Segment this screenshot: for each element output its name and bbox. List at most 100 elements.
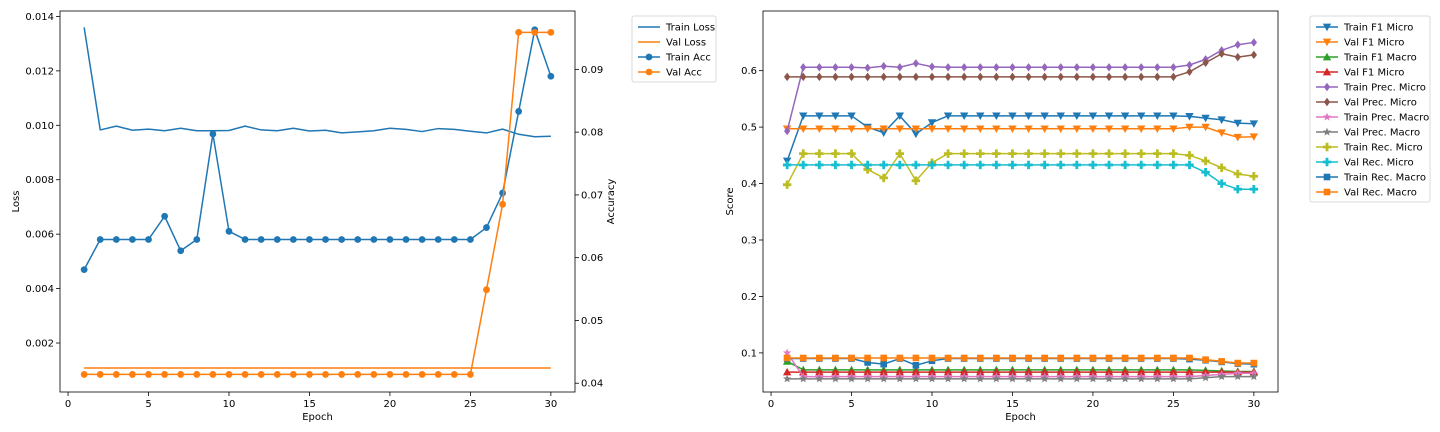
series-val-f1-micro [782,367,1259,376]
data-point-val-f1-micro [1024,367,1033,376]
data-point-train-f1-micro [976,112,985,121]
data-point-train-acc [354,236,362,243]
data-point-val-rec-micro [1104,160,1114,170]
data-point-train-acc [499,189,506,197]
y-tick-label: 0.012 [25,66,54,77]
series-line-train-rec-macro [787,357,1254,367]
data-point-val-rec-macro [1009,354,1016,362]
data-point-val-rec-macro [783,354,791,362]
legend-label-train-rec-macro: Train Rec. Macro [1343,173,1426,184]
data-point-val-rec-macro [848,354,855,362]
data-point-train-prec-micro [944,63,952,72]
data-point-val-prec-micro [993,72,1000,82]
data-point-val-prec-micro [944,72,952,82]
data-point-val-acc [354,371,362,378]
data-point-val-f1-micro [847,125,856,133]
data-point-train-acc [466,236,474,243]
data-point-val-rec-micro [1056,160,1065,170]
data-point-val-prec-micro [848,72,855,82]
data-point-val-prec-micro [1057,72,1064,82]
data-point-val-rec-macro [799,354,807,362]
data-point-val-prec-micro [1202,58,1209,67]
data-point-val-f1-micro [799,125,808,133]
data-point-val-f1-micro [831,367,840,376]
data-point-train-rec-macro [912,362,920,369]
data-point-val-prec-macro [911,374,921,383]
data-point-val-rec-macro [928,354,936,362]
data-point-train-rec-micro [911,176,921,185]
legend-item-train-rec-macro: Train Rec. Macro [1316,173,1426,184]
data-point-val-acc [450,371,458,378]
legend-label-val-acc: Val Acc [666,68,702,79]
legend-item-train-acc: Train Acc [638,53,711,64]
legend-label-train-prec-micro: Train Prec. Micro [1343,83,1426,94]
y-right-axis-label: Accuracy [606,179,617,225]
score-chart: 0 5 10 15 20 25 30 0.1 0.2 0.3 0.4 0.5 0.6 Epoch Score… [725,10,1431,423]
legend-label-train-f1-macro: Train F1 Macro [1343,53,1417,64]
data-point-train-f1-micro [879,129,888,137]
data-point-val-rec-macro [896,354,904,362]
data-point-train-f1-micro [1153,112,1162,121]
x-tick-label: 20 [384,399,397,410]
data-point-val-rec-macro [1218,358,1225,365]
legend-frame [631,15,717,83]
data-point-train-prec-micro [1041,63,1048,72]
legend-marker-train-prec-macro [1322,112,1332,121]
data-point-val-acc [193,371,201,378]
legend-marker-val-rec-macro [1323,188,1331,196]
legend-marker-train-f1-macro [1322,52,1332,61]
x-tick-label: 15 [303,399,316,410]
data-point-val-rec-micro [1233,184,1242,194]
data-point-train-f1-micro [943,112,953,121]
data-point-val-f1-micro [1120,367,1130,376]
data-point-val-f1-micro [1201,123,1210,132]
legend-item-val-f1-micro: Val F1 Micro [1316,38,1404,49]
data-point-val-rec-micro [992,160,1001,170]
legend-marker-train-f1-micro [1322,23,1332,32]
data-point-train-acc [161,212,169,220]
data-point-train-acc [306,236,313,243]
data-point-val-rec-macro [1121,354,1129,362]
data-point-val-prec-micro [912,72,920,82]
data-point-train-f1-micro [1249,120,1259,128]
data-point-train-rec-micro [1008,149,1017,158]
data-point-val-prec-micro [880,72,887,82]
data-point-val-prec-micro [1089,72,1097,82]
legend-marker-train-rec-micro [1322,142,1332,152]
data-point-val-acc [161,371,169,378]
x-tick-label: 10 [926,399,939,410]
data-point-val-prec-macro [1153,374,1162,383]
x-axis-label: Epoch [1005,412,1036,423]
data-point-val-acc [547,28,555,36]
x-tick-label: 20 [1087,399,1100,410]
data-point-val-rec-micro [1217,179,1226,188]
legend-marker-val-prec-micro [1323,97,1331,107]
data-point-val-f1-micro [1249,133,1259,141]
data-point-val-rec-macro [1137,354,1145,362]
legend-label-train-prec-macro: Train Prec. Macro [1343,113,1429,124]
data-point-train-prec-micro [880,61,887,71]
data-point-train-rec-micro [1072,149,1082,158]
data-point-train-acc [386,236,394,243]
data-point-val-prec-macro [1185,374,1194,383]
data-point-val-f1-micro [927,125,937,133]
data-point-train-acc [515,108,523,115]
data-point-val-rec-macro [1105,354,1113,362]
data-point-train-prec-micro [1154,63,1161,72]
data-point-train-f1-micro [1233,119,1242,128]
data-point-val-acc [273,371,281,378]
data-point-train-f1-micro [1088,112,1098,121]
data-point-train-f1-micro [815,112,824,121]
data-point-val-prec-micro [800,72,807,82]
data-point-train-acc [434,236,442,243]
data-point-val-rec-macro [993,354,1000,362]
data-point-val-prec-macro [943,374,953,383]
data-point-train-prec-micro [993,63,1000,72]
data-point-val-rec-micro [815,160,824,170]
plot-frame [762,10,1279,393]
data-point-train-prec-micro [1009,63,1016,72]
data-point-train-f1-micro [1137,112,1146,121]
series-val-rec-micro [782,160,1259,194]
data-point-val-prec-micro [1041,72,1048,82]
data-point-train-rec-micro [895,149,904,158]
